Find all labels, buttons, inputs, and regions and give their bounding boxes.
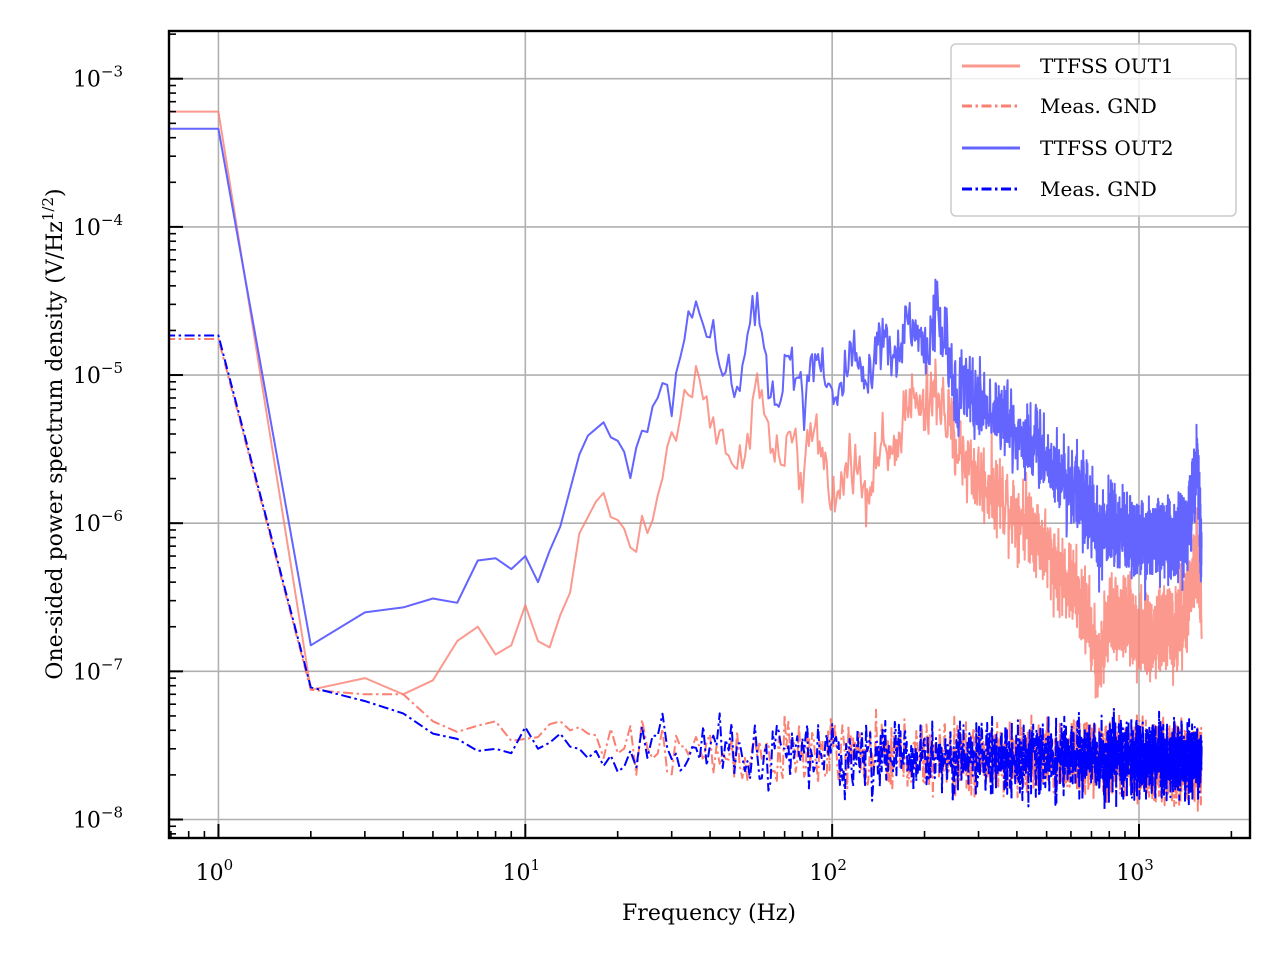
legend: TTFSS OUT1 Meas. GND TTFSS OUT2 Meas. GN… bbox=[950, 43, 1237, 217]
y-axis-title-sup: 1/2 bbox=[39, 197, 57, 221]
legend-label-ttfss-out1: TTFSS OUT1 bbox=[1040, 54, 1174, 78]
axis-ticks bbox=[169, 33, 1233, 838]
y-axis-title-close: ) bbox=[43, 188, 68, 197]
y-tick-label: 10−5 bbox=[73, 359, 123, 389]
legend-label-ttfss-out2: TTFSS OUT2 bbox=[1040, 136, 1174, 160]
x-tick-label: 102 bbox=[809, 856, 847, 886]
y-tick-label: 10−4 bbox=[73, 211, 123, 241]
y-tick-label: 10−7 bbox=[73, 655, 123, 685]
legend-label-meas-gnd-2: Meas. GND bbox=[1040, 177, 1157, 201]
legend-box bbox=[950, 43, 1237, 217]
y-tick-label: 10−3 bbox=[73, 63, 123, 93]
series-meas-gnd-2 bbox=[169, 334, 1203, 811]
grid-lines bbox=[169, 31, 1250, 838]
x-tick-label: 101 bbox=[503, 856, 541, 886]
x-tick-label: 103 bbox=[1116, 856, 1154, 886]
legend-label-meas-gnd-1: Meas. GND bbox=[1040, 94, 1157, 118]
y-tick-labels: 10−8 10−7 10−6 10−5 10−4 10−3 bbox=[73, 63, 123, 834]
series-ttfss-out1 bbox=[169, 110, 1203, 699]
x-tick-label: 100 bbox=[196, 856, 234, 886]
x-tick-labels: 100 101 102 103 bbox=[196, 856, 1154, 886]
series-layer bbox=[169, 110, 1203, 812]
x-axis-title: Frequency (Hz) bbox=[622, 901, 796, 926]
y-tick-label: 10−6 bbox=[73, 507, 123, 537]
y-axis-title-main: One-sided power spectrum density (V/Hz bbox=[43, 221, 68, 679]
series-ttfss-out2 bbox=[169, 127, 1203, 647]
y-axis-title: One-sided power spectrum density (V/Hz1/… bbox=[39, 188, 68, 679]
y-tick-label: 10−8 bbox=[73, 803, 123, 833]
